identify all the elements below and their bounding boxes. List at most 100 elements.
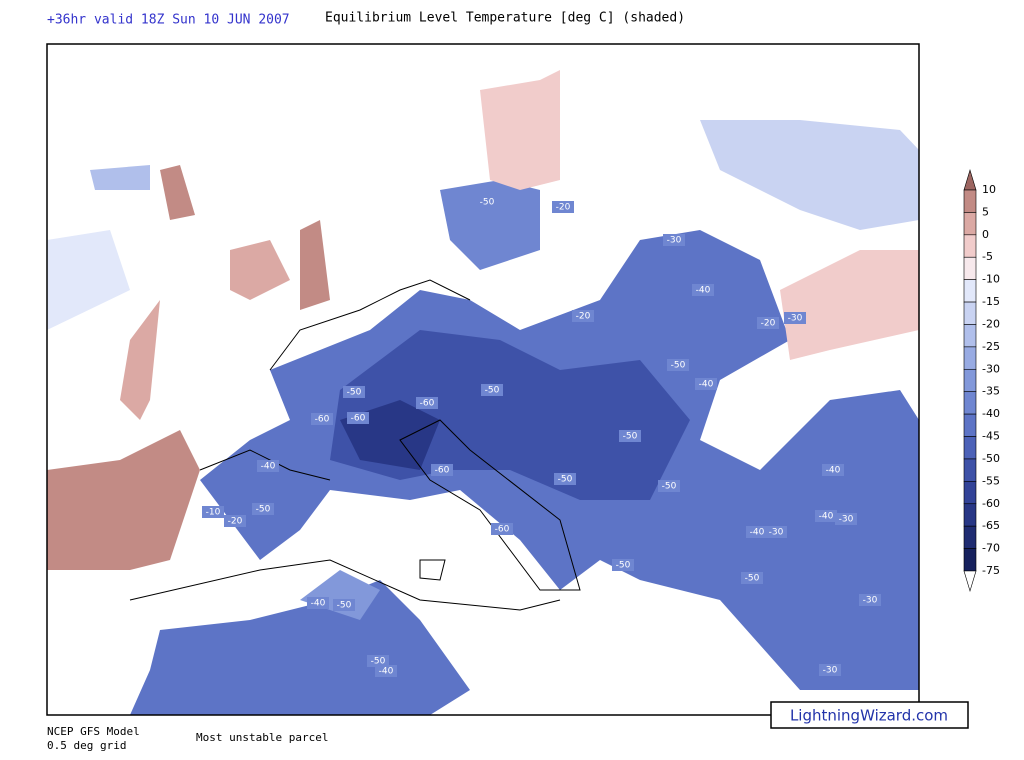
contour-label-box — [491, 523, 513, 535]
shaded-region — [780, 250, 919, 360]
contour-labels: -50 -20-30-40-20-20 -30-50-40-50 -50-60-60-… — [202, 196, 881, 677]
contour-label: -40 — [819, 512, 834, 522]
contour-label: -30 — [839, 515, 854, 525]
legend-label: -70 — [982, 542, 1000, 555]
contour-label: -50 — [371, 657, 386, 667]
contour-label: -60 — [420, 399, 435, 409]
legend-label: -40 — [982, 407, 1000, 420]
contour-label-box — [741, 572, 763, 584]
contour-label: -50 — [745, 574, 760, 584]
coastline — [399, 419, 581, 591]
contour-label-box — [552, 201, 574, 213]
contour-label: -50 — [480, 198, 495, 208]
shaded-region — [440, 180, 540, 270]
shaded-region — [47, 430, 200, 570]
legend-label: -35 — [982, 385, 1000, 398]
legend-label: -75 — [982, 564, 1000, 577]
contour-label: -40 — [826, 466, 841, 476]
contour-label: -50 — [256, 505, 271, 515]
contour-label-box — [343, 386, 365, 398]
legend-label: -25 — [982, 340, 1000, 353]
contour-label: -40 — [696, 286, 711, 296]
parcel-label: Most unstable parcel — [196, 731, 328, 744]
contour-label-box — [252, 503, 274, 515]
contour-label-box — [765, 526, 787, 538]
contour-label: -60 — [315, 415, 330, 425]
contour-label-box — [481, 384, 503, 396]
shaded-region — [300, 570, 380, 620]
contour-label: -30 — [667, 236, 682, 246]
contour-label-box — [202, 506, 224, 518]
contour-label: -40 — [379, 667, 394, 677]
contour-label-box — [619, 430, 641, 442]
legend-swatch — [963, 525, 977, 549]
legend-label: 5 — [982, 205, 989, 218]
legend-label: -5 — [982, 250, 993, 263]
legend-swatch — [963, 256, 977, 280]
contour-label: -30 — [863, 596, 878, 606]
legend-swatch — [963, 481, 977, 505]
contour-label: -30 — [823, 666, 838, 676]
legend-label: 10 — [982, 183, 996, 196]
contour-label-box — [476, 196, 498, 208]
color-legend: 10 5 0 -5 -10 -15 -20 -25 -30 -35 -40 -45 -50 -55 -60 -… — [963, 168, 1000, 593]
legend-swatch — [963, 413, 977, 437]
legend-swatch — [963, 301, 977, 325]
contour-label-box — [347, 412, 369, 424]
map-area: -50 -20-30-40-20-20 -30-50-40-50 -50-60-60-… — [46, 43, 920, 716]
shaded-region — [120, 300, 160, 420]
contour-label: -60 — [351, 414, 366, 424]
contour-label: -50 — [485, 386, 500, 396]
contour-label-box — [692, 284, 714, 296]
contour-label: -40 — [261, 462, 276, 472]
legend-swatch — [963, 234, 977, 258]
contour-label-box — [311, 413, 333, 425]
legend-label: -50 — [982, 452, 1000, 465]
contour-label-box — [746, 526, 768, 538]
legend-swatch — [963, 346, 977, 370]
contour-label: -60 — [435, 466, 450, 476]
contour-label-box — [667, 359, 689, 371]
legend-swatch — [963, 391, 977, 415]
legend-swatch — [963, 436, 977, 460]
legend-swatch — [963, 212, 977, 236]
contour-label-box — [822, 464, 844, 476]
contour-label: -20 — [556, 203, 571, 213]
legend-label: -65 — [982, 519, 1000, 532]
contour-label-box — [257, 460, 279, 472]
legend-label: -45 — [982, 430, 1000, 443]
contour-label-box — [784, 312, 806, 324]
legend-swatch — [963, 168, 977, 191]
contour-label: -50 — [662, 482, 677, 492]
contour-label: -40 — [699, 380, 714, 390]
legend-label: -60 — [982, 497, 1000, 510]
legend-swatch — [963, 548, 977, 572]
contour-label: -60 — [495, 525, 510, 535]
contour-label: -50 — [337, 601, 352, 611]
contour-label: -50 — [347, 388, 362, 398]
legend-label: 0 — [982, 228, 989, 241]
map-frame — [46, 43, 920, 716]
contour-label: -30 — [769, 528, 784, 538]
contour-label-box — [333, 599, 355, 611]
grid-label: 0.5 deg grid — [47, 739, 126, 752]
contour-label: -10 — [206, 508, 221, 518]
map-title: Equilibrium Level Temperature [deg C] (s… — [325, 11, 685, 26]
shaded-region — [130, 580, 470, 715]
legend-swatch — [963, 368, 977, 393]
legend-label: -20 — [982, 317, 1000, 330]
contour-label: -20 — [576, 312, 591, 322]
legend-swatch — [963, 570, 977, 593]
contour-label-box — [554, 473, 576, 485]
legend-swatch — [963, 458, 977, 482]
shaded-region — [300, 220, 330, 310]
contour-label-box — [757, 317, 779, 329]
contour-label: -50 — [671, 361, 686, 371]
contour-label: -20 — [761, 319, 776, 329]
contour-label-box — [695, 378, 717, 390]
shaded-region — [160, 165, 195, 220]
contour-label-box — [416, 397, 438, 409]
brand-box — [770, 701, 969, 729]
shaded-region — [47, 230, 130, 330]
